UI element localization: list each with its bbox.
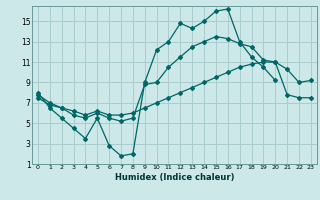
X-axis label: Humidex (Indice chaleur): Humidex (Indice chaleur) (115, 173, 234, 182)
